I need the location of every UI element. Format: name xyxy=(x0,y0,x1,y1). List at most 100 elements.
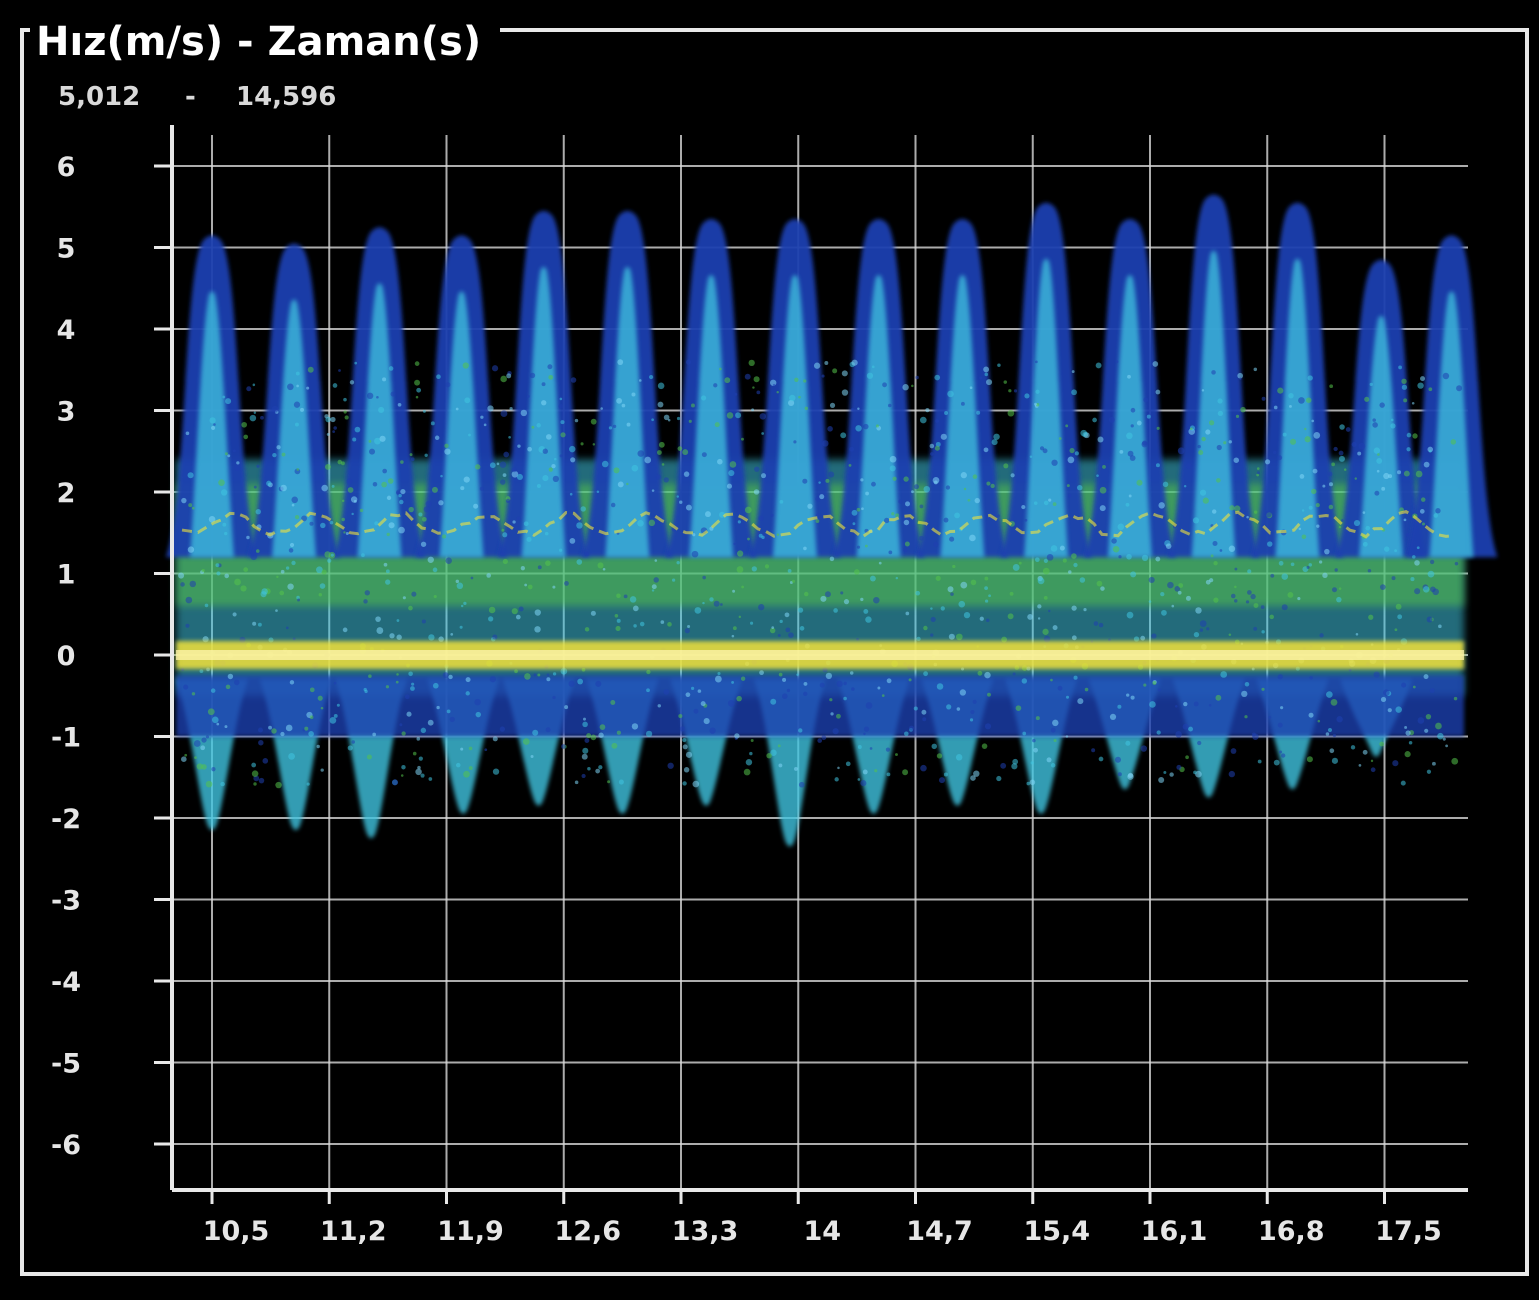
speckle xyxy=(803,379,807,383)
speckle xyxy=(1228,545,1236,552)
speckle xyxy=(331,484,335,488)
speckle xyxy=(851,407,855,412)
speckle xyxy=(851,509,858,516)
systolic-peak-core xyxy=(357,283,402,558)
speckle xyxy=(1339,424,1345,430)
speckle xyxy=(734,393,738,396)
speckle xyxy=(1007,409,1015,417)
speckle xyxy=(1071,553,1077,559)
speckle xyxy=(408,506,414,513)
speckle xyxy=(1442,737,1446,741)
speckle xyxy=(863,726,870,732)
speckle xyxy=(1130,407,1136,413)
speckle xyxy=(1201,389,1205,392)
speckle xyxy=(414,379,421,386)
speckle xyxy=(977,670,983,676)
speckle xyxy=(220,489,228,496)
speckle xyxy=(1301,509,1305,512)
speckle xyxy=(372,481,378,487)
speckle xyxy=(1376,469,1380,473)
speckle xyxy=(552,672,557,676)
speckle xyxy=(1330,698,1338,706)
speckle xyxy=(1251,732,1256,737)
systolic-peak-core xyxy=(439,291,484,558)
speckle xyxy=(408,605,413,611)
speckle xyxy=(1158,777,1165,784)
speckle xyxy=(933,541,939,548)
y-tick-label: -3 xyxy=(51,886,81,917)
speckle xyxy=(253,485,257,489)
speckle xyxy=(1317,719,1321,723)
speckle xyxy=(529,372,536,379)
speckle xyxy=(1423,674,1429,680)
speckle xyxy=(325,416,331,423)
speckle xyxy=(1394,549,1398,553)
speckle xyxy=(1341,519,1344,522)
speckle xyxy=(875,424,879,428)
speckle xyxy=(1034,402,1037,406)
speckle xyxy=(688,419,692,423)
speckle xyxy=(651,489,655,492)
speckle xyxy=(843,696,847,701)
speckle xyxy=(644,456,652,464)
speckle xyxy=(1233,457,1240,463)
speckle xyxy=(1048,498,1052,502)
speckle xyxy=(408,671,413,677)
speckle xyxy=(337,459,343,465)
speckle xyxy=(986,379,993,386)
speckle xyxy=(1142,440,1148,446)
speckle xyxy=(502,532,508,538)
speckle xyxy=(1269,614,1274,620)
speckle xyxy=(580,506,586,512)
speckle xyxy=(1178,583,1184,588)
speckle xyxy=(1205,429,1211,435)
speckle xyxy=(1066,484,1070,488)
speckle xyxy=(1029,455,1033,459)
speckle xyxy=(400,488,406,495)
speckle xyxy=(788,632,794,638)
speckle xyxy=(940,606,945,611)
speckle xyxy=(1128,494,1132,498)
speckle xyxy=(745,759,753,766)
speckle xyxy=(724,377,731,384)
speckle xyxy=(1326,691,1333,698)
speckle xyxy=(1420,376,1426,382)
speckle xyxy=(1096,580,1103,587)
speckle xyxy=(990,483,995,489)
speckle xyxy=(1369,382,1373,386)
speckle xyxy=(1109,713,1117,721)
speckle xyxy=(667,762,674,769)
systolic-peak-core xyxy=(940,275,985,558)
speckle xyxy=(685,359,692,365)
speckle xyxy=(1097,436,1104,443)
speckle xyxy=(667,418,671,422)
speckle xyxy=(655,474,661,480)
speckle xyxy=(320,522,326,529)
speckle xyxy=(1141,554,1149,562)
speckle xyxy=(993,433,1000,440)
speckle xyxy=(379,435,386,442)
speckle xyxy=(1065,424,1069,428)
speckle xyxy=(1209,578,1214,583)
speckle xyxy=(1156,730,1161,735)
speckle xyxy=(1071,605,1077,611)
speckle xyxy=(368,674,372,678)
speckle xyxy=(181,497,187,504)
speckle xyxy=(215,563,220,568)
speckle xyxy=(496,462,500,466)
speckle xyxy=(434,435,440,441)
speckle xyxy=(963,611,971,619)
speckle xyxy=(421,619,426,624)
speckle xyxy=(1034,557,1040,563)
speckle xyxy=(1419,509,1425,514)
speckle xyxy=(736,566,744,573)
speckle xyxy=(1417,382,1424,389)
speckle xyxy=(904,731,909,737)
systolic-peak-core xyxy=(1107,275,1152,558)
speckle xyxy=(1368,614,1374,620)
speckle xyxy=(1099,486,1107,494)
speckle xyxy=(1219,549,1223,552)
speckle xyxy=(1357,451,1362,456)
speckle xyxy=(693,708,699,714)
speckle xyxy=(682,744,688,750)
